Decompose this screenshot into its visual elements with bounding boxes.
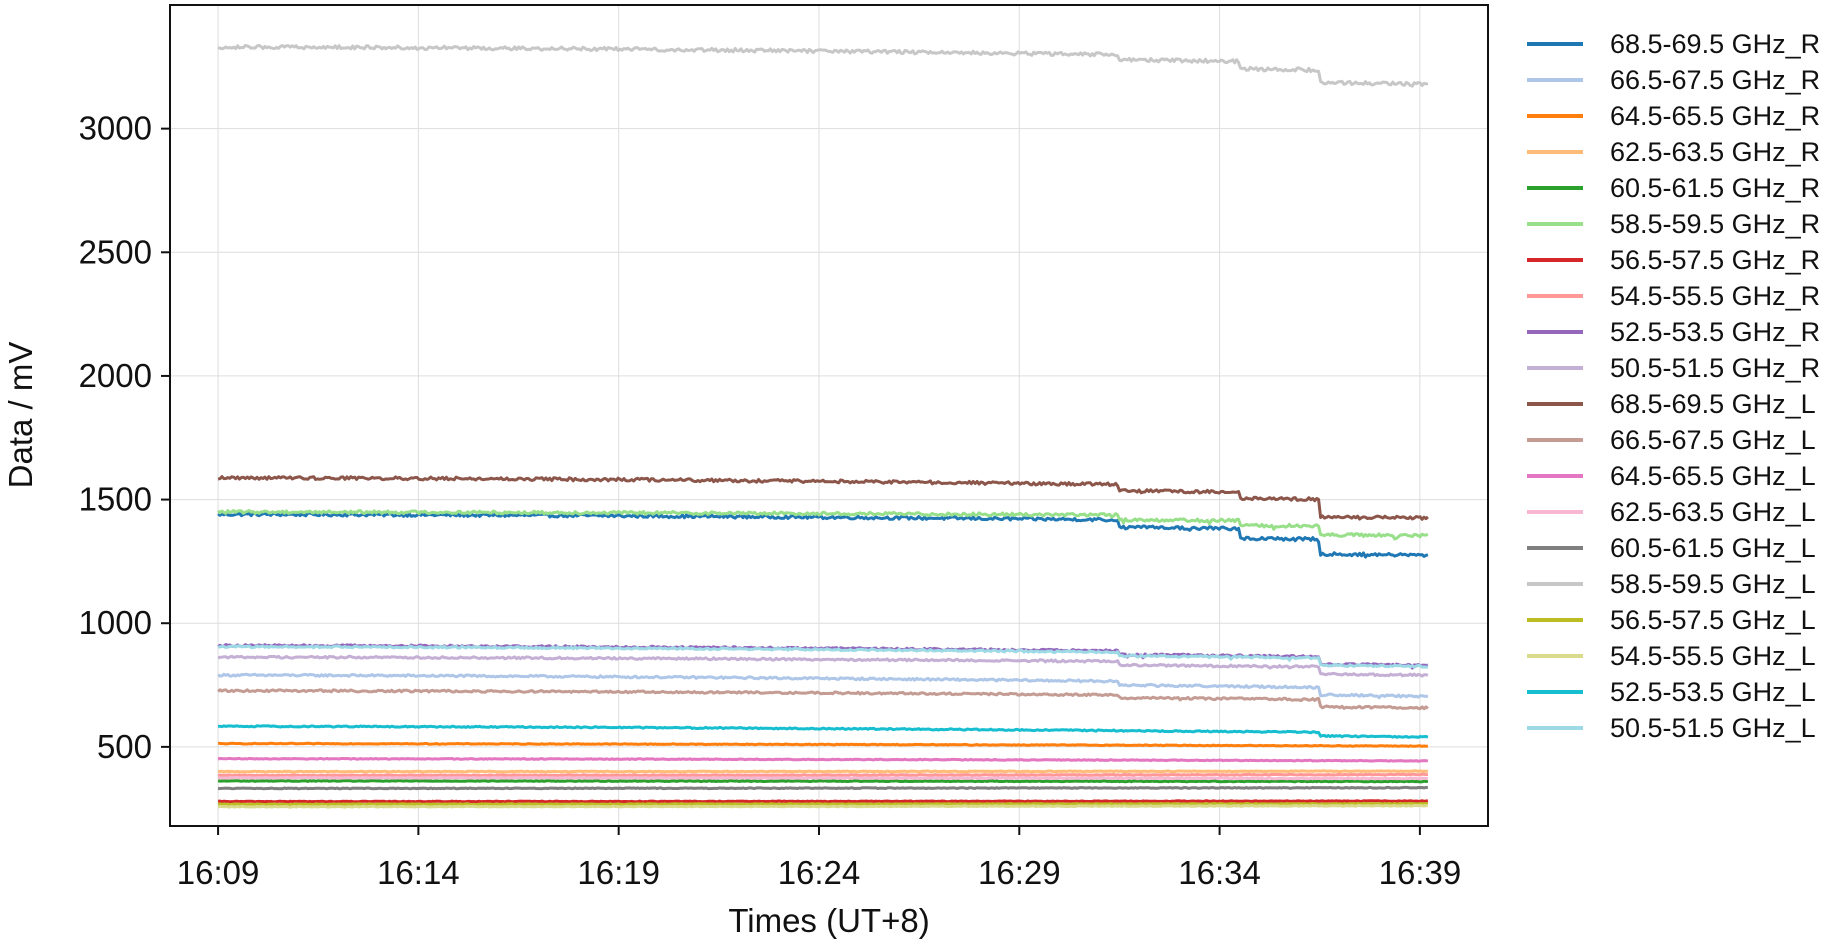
legend-label: 62.5-63.5 GHz_R [1610,137,1820,167]
legend-label: 64.5-65.5 GHz_L [1610,461,1816,491]
legend-entry: 50.5-51.5 GHz_L [1527,713,1816,743]
legend-label: 54.5-55.5 GHz_L [1610,641,1816,671]
legend-label: 50.5-51.5 GHz_R [1610,353,1820,383]
legend-label: 52.5-53.5 GHz_R [1610,317,1820,347]
series-line [218,741,1428,748]
x-axis-label: Times (UT+8) [728,902,929,939]
y-tick-label: 2000 [79,357,152,394]
series-line [217,511,1429,559]
y-axis-label: Data / mV [2,342,39,489]
y-axis: 500 1000 1500 2000 2500 3000 [79,110,170,765]
y-tick-label: 2500 [79,233,152,270]
series-line [217,775,1429,781]
legend-label: 56.5-57.5 GHz_R [1610,245,1820,275]
legend-label: 64.5-65.5 GHz_R [1610,101,1820,131]
legend-entry: 66.5-67.5 GHz_R [1527,65,1820,95]
legend-entry: 62.5-63.5 GHz_L [1527,497,1816,527]
legend-entry: 54.5-55.5 GHz_R [1527,281,1820,311]
legend-entry: 50.5-51.5 GHz_R [1527,353,1820,383]
series-line [217,724,1429,739]
x-tick-label: 16:34 [1178,854,1261,891]
legend-label: 62.5-63.5 GHz_L [1610,497,1816,527]
y-tick-label: 1000 [79,604,152,641]
series-line [217,756,1428,763]
legend-entry: 64.5-65.5 GHz_L [1527,461,1816,491]
legend-entry: 52.5-53.5 GHz_R [1527,317,1820,347]
y-tick-label: 3000 [79,110,152,147]
legend-label: 54.5-55.5 GHz_R [1610,281,1820,311]
series-line [217,475,1429,521]
legend-entry: 56.5-57.5 GHz_R [1527,245,1820,275]
legend-label: 66.5-67.5 GHz_R [1610,65,1820,95]
grid [170,5,1488,826]
legend-label: 68.5-69.5 GHz_R [1610,29,1820,59]
series-line [217,43,1429,88]
series-line [217,654,1429,678]
series-line [217,801,1429,807]
y-tick-label: 500 [97,728,152,765]
legend-entry: 52.5-53.5 GHz_L [1527,677,1816,707]
legend-label: 50.5-51.5 GHz_L [1610,713,1816,743]
series-line [217,688,1429,711]
y-tick-label: 1500 [79,481,152,518]
x-axis: 16:09 16:14 16:19 16:24 16:29 16:34 16:39 [177,826,1461,891]
legend-entry: 68.5-69.5 GHz_L [1527,389,1816,419]
legend-label: 56.5-57.5 GHz_L [1610,605,1816,635]
legend-entry: 58.5-59.5 GHz_L [1527,569,1816,599]
x-tick-label: 16:14 [377,854,460,891]
legend-label: 52.5-53.5 GHz_L [1610,677,1816,707]
legend-label: 66.5-67.5 GHz_L [1610,425,1816,455]
series-line [217,803,1428,809]
series-line [218,799,1429,804]
x-tick-label: 16:24 [778,854,861,891]
x-tick-label: 16:29 [978,854,1061,891]
series-line [217,672,1429,700]
legend-entry: 62.5-63.5 GHz_R [1527,137,1820,167]
x-tick-label: 16:09 [177,854,260,891]
legend-entry: 64.5-65.5 GHz_R [1527,101,1820,131]
x-tick-label: 16:19 [577,854,660,891]
legend-entry: 60.5-61.5 GHz_R [1527,173,1820,203]
series-line [218,644,1428,669]
plot-frame [169,4,1489,827]
legend-entry: 54.5-55.5 GHz_L [1527,641,1816,671]
legend-label: 68.5-69.5 GHz_L [1610,389,1816,419]
legend-entry: 66.5-67.5 GHz_L [1527,425,1816,455]
legend-label: 58.5-59.5 GHz_L [1610,569,1816,599]
legend-entry: 60.5-61.5 GHz_L [1527,533,1816,563]
series-line [217,779,1429,784]
series-line [218,772,1428,778]
legend-entry: 58.5-59.5 GHz_R [1527,209,1820,239]
series-line [216,509,1429,541]
legend-label: 60.5-61.5 GHz_L [1610,533,1816,563]
series-layer [216,43,1429,809]
legend-entry: 56.5-57.5 GHz_L [1527,605,1816,635]
legend-label: 60.5-61.5 GHz_R [1610,173,1820,203]
legend-entry: 68.5-69.5 GHz_R [1527,29,1820,59]
legend: 68.5-69.5 GHz_R 66.5-67.5 GHz_R 64.5-65.5 … [1527,29,1820,743]
series-line [218,769,1428,774]
x-tick-label: 16:39 [1379,854,1462,891]
legend-label: 58.5-59.5 GHz_R [1610,209,1820,239]
series-line [218,785,1428,791]
